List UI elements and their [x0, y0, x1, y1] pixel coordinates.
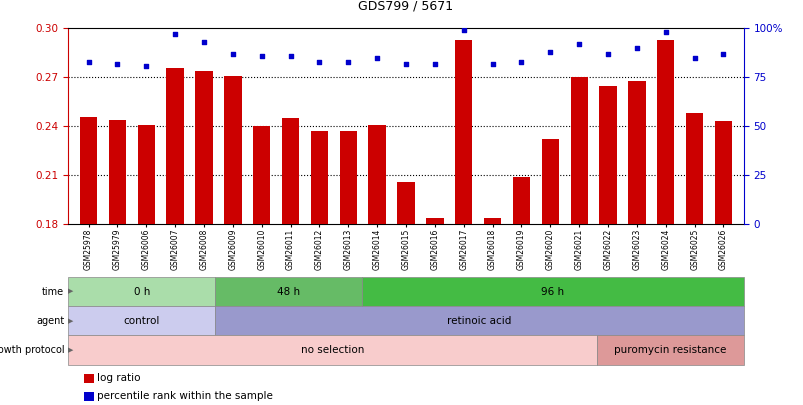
- Text: no selection: no selection: [300, 345, 364, 355]
- Bar: [253, 126, 270, 224]
- Point: [169, 31, 181, 38]
- Bar: [714, 122, 732, 224]
- Bar: [195, 71, 212, 224]
- Bar: [512, 177, 529, 224]
- Text: ▶: ▶: [67, 289, 73, 294]
- Text: puromycin resistance: puromycin resistance: [613, 345, 726, 355]
- Point: [399, 60, 412, 67]
- Point: [370, 55, 383, 61]
- Text: 48 h: 48 h: [277, 287, 300, 296]
- Point: [140, 62, 153, 69]
- Bar: [599, 85, 616, 224]
- Bar: [79, 117, 97, 224]
- Point: [601, 51, 613, 57]
- Text: ▶: ▶: [67, 347, 73, 353]
- Point: [515, 58, 528, 65]
- Point: [111, 60, 124, 67]
- Point: [226, 51, 239, 57]
- Text: control: control: [124, 316, 160, 326]
- Point: [428, 60, 441, 67]
- Bar: [656, 40, 674, 224]
- Point: [572, 41, 585, 47]
- Text: time: time: [42, 287, 64, 296]
- Text: log ratio: log ratio: [97, 373, 141, 383]
- Point: [630, 45, 642, 51]
- Bar: [282, 118, 299, 224]
- Point: [255, 53, 268, 59]
- Point: [543, 49, 556, 55]
- Point: [82, 58, 95, 65]
- Text: ▶: ▶: [67, 318, 73, 324]
- Text: 0 h: 0 h: [133, 287, 149, 296]
- Text: growth protocol: growth protocol: [0, 345, 64, 355]
- Text: 96 h: 96 h: [540, 287, 564, 296]
- Point: [457, 27, 470, 34]
- Bar: [224, 76, 241, 224]
- Bar: [108, 120, 126, 224]
- Bar: [368, 125, 385, 224]
- Bar: [570, 77, 587, 224]
- Bar: [483, 218, 500, 224]
- Bar: [454, 40, 472, 224]
- Point: [283, 53, 296, 59]
- Text: percentile rank within the sample: percentile rank within the sample: [97, 392, 273, 401]
- Point: [486, 60, 499, 67]
- Bar: [397, 182, 414, 224]
- Bar: [137, 125, 155, 224]
- Point: [341, 58, 354, 65]
- Point: [716, 51, 729, 57]
- Text: agent: agent: [36, 316, 64, 326]
- Text: retinoic acid: retinoic acid: [446, 316, 511, 326]
- Point: [198, 39, 210, 45]
- Bar: [541, 139, 558, 224]
- Bar: [311, 131, 328, 224]
- Bar: [166, 68, 184, 224]
- Text: GDS799 / 5671: GDS799 / 5671: [358, 0, 453, 12]
- Bar: [685, 113, 703, 224]
- Point: [312, 58, 325, 65]
- Bar: [627, 81, 645, 224]
- Bar: [426, 218, 443, 224]
- Bar: [339, 131, 357, 224]
- Point: [687, 55, 700, 61]
- Point: [658, 29, 671, 36]
